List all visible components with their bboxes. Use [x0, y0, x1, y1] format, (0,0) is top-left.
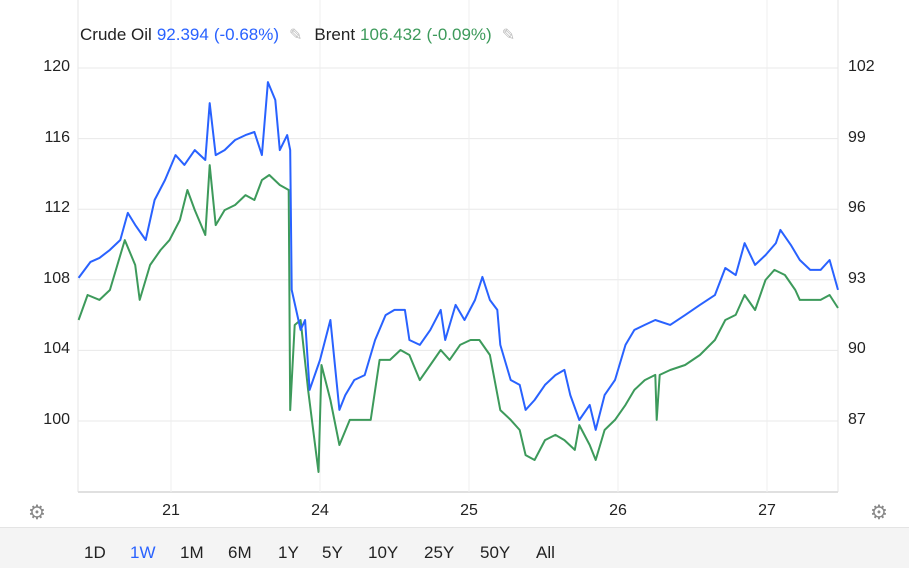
legend: Crude Oil 92.394 (-0.68%) ✎ Brent 106.43… — [80, 25, 527, 45]
series-line-brent — [77, 164, 839, 473]
legend-crude-name: Crude Oil — [80, 25, 152, 44]
right-axis-tick-label: 96 — [848, 199, 866, 217]
legend-brent-value: 106.432 — [360, 25, 422, 44]
range-button-10y[interactable]: 10Y — [368, 543, 399, 562]
left-axis-tick-label: 120 — [43, 58, 70, 75]
price-chart[interactable] — [0, 0, 909, 527]
range-button-1w[interactable]: 1W — [130, 543, 156, 562]
range-button-1m[interactable]: 1M — [180, 543, 204, 562]
x-axis-tick-label: 24 — [311, 502, 329, 519]
left-axis-tick-label: 116 — [44, 128, 70, 146]
series-line-crude-oil — [77, 81, 839, 431]
right-axis-tick-label: 99 — [848, 128, 866, 146]
left-axis-tick-label: 108 — [43, 269, 70, 287]
right-axis-tick-label: 93 — [848, 269, 866, 287]
gear-icon[interactable]: ⚙ — [28, 502, 46, 524]
range-button-5y[interactable]: 5Y — [322, 543, 343, 562]
range-button-25y[interactable]: 25Y — [424, 543, 455, 562]
x-axis-tick-label: 27 — [758, 502, 776, 519]
pencil-icon[interactable]: ✎ — [501, 27, 516, 44]
range-button-6m[interactable]: 6M — [228, 543, 252, 562]
legend-brent-name: Brent — [314, 25, 356, 44]
range-button-1y[interactable]: 1Y — [278, 543, 299, 562]
x-axis-tick-label: 21 — [162, 502, 180, 519]
right-axis-tick-label: 90 — [848, 340, 866, 358]
range-button-1d[interactable]: 1D — [84, 543, 106, 562]
x-axis-tick-label: 25 — [460, 502, 478, 519]
legend-crude-value: 92.394 — [156, 25, 209, 44]
range-selector: 1D 1W 1M 6M 1Y 5Y 10Y 25Y 50Y All — [0, 527, 909, 568]
right-axis-tick-label: 102 — [848, 58, 875, 75]
right-axis-tick-label: 87 — [848, 410, 866, 428]
left-axis-tick-label: 104 — [43, 340, 70, 358]
left-axis-tick-label: 100 — [43, 411, 70, 428]
range-button-all[interactable]: All — [536, 543, 555, 562]
gear-icon[interactable]: ⚙ — [870, 502, 888, 524]
left-axis-tick-label: 112 — [44, 199, 70, 217]
x-axis-tick-label: 26 — [609, 502, 627, 519]
legend-crude-change: (-0.68%) — [213, 25, 279, 44]
range-button-50y[interactable]: 50Y — [480, 543, 511, 562]
pencil-icon[interactable]: ✎ — [289, 27, 303, 44]
legend-brent-change: (-0.09%) — [426, 25, 492, 44]
